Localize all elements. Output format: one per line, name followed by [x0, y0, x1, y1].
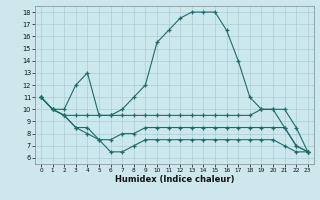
X-axis label: Humidex (Indice chaleur): Humidex (Indice chaleur) — [115, 175, 234, 184]
